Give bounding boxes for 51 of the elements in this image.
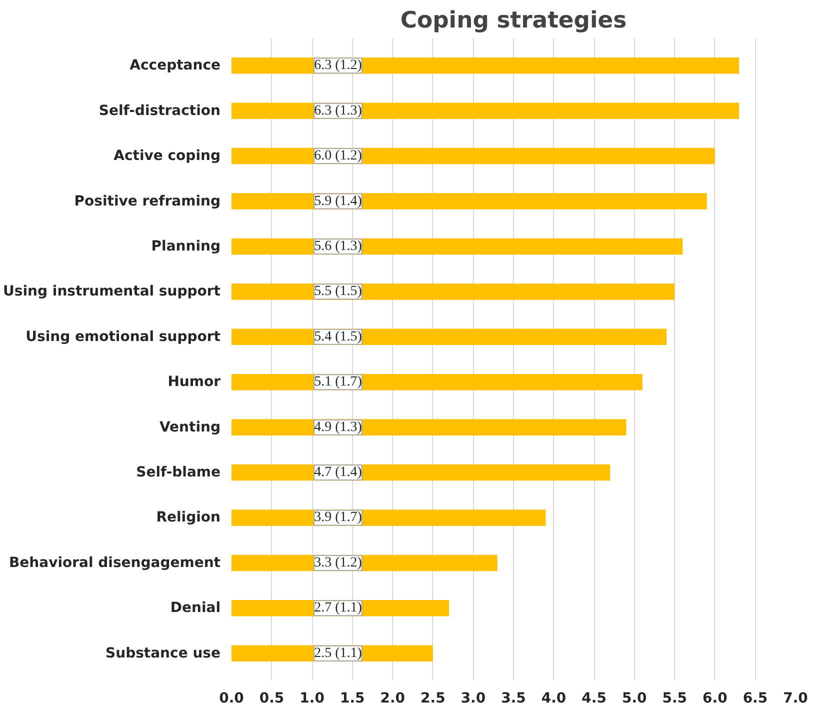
x-tick-label: 6.0 <box>702 690 728 706</box>
y-tick-label: Religion <box>156 510 221 526</box>
y-tick-label: Acceptance <box>130 58 221 74</box>
y-tick-label: Self-distraction <box>98 102 221 119</box>
y-tick-label: Denial <box>170 600 221 616</box>
y-tick-label: Using emotional support <box>26 328 221 345</box>
x-tick-label: 1.5 <box>340 690 365 706</box>
y-tick-label: Behavioral disengagement <box>9 554 221 571</box>
data-label: 5.6 (1.3) <box>314 238 362 254</box>
data-label: 2.7 (1.1) <box>314 600 362 616</box>
y-tick-label: Humor <box>168 374 221 390</box>
x-tick-label: 0.0 <box>219 690 244 706</box>
y-tick-label: Self-blame <box>136 464 221 481</box>
data-label: 6.3 (1.2) <box>314 58 362 74</box>
x-tick-label: 2.5 <box>420 690 446 706</box>
data-label: 6.3 (1.3) <box>314 103 362 118</box>
data-label: 5.5 (1.5) <box>314 284 362 300</box>
data-label: 4.9 (1.3) <box>314 420 362 435</box>
x-tick-label: 7.0 <box>783 690 808 706</box>
x-tick-label: 4.0 <box>541 690 566 706</box>
data-label: 5.1 (1.7) <box>314 374 362 390</box>
bar <box>232 193 707 210</box>
bar <box>232 57 740 74</box>
chart-title: Coping strategies <box>400 8 627 34</box>
bar <box>232 102 740 119</box>
data-label: 6.0 (1.2) <box>314 148 362 164</box>
y-tick-label: Positive reframing <box>74 193 221 210</box>
data-label: 3.3 (1.2) <box>314 555 362 570</box>
data-label: 5.9 (1.4) <box>314 194 362 209</box>
x-tick-label: 6.5 <box>742 690 768 706</box>
y-tick-label: Venting <box>159 419 221 436</box>
y-tick-label: Active coping <box>114 148 221 164</box>
data-label: 2.5 (1.1) <box>314 646 362 661</box>
bar <box>232 148 715 164</box>
x-tick-label: 2.0 <box>380 690 406 706</box>
data-label: 3.9 (1.7) <box>314 510 362 526</box>
y-tick-label: Planning <box>151 238 221 254</box>
bar <box>232 284 675 300</box>
y-tick-label: Using instrumental support <box>3 284 221 300</box>
data-label: 4.7 (1.4) <box>314 465 362 480</box>
x-tick-label: 1.0 <box>300 690 325 706</box>
x-tick-label: 5.5 <box>662 690 688 706</box>
data-label: 5.4 (1.5) <box>314 329 362 344</box>
x-tick-label: 0.5 <box>259 690 284 706</box>
bar <box>232 328 667 346</box>
x-tick-label: 3.0 <box>460 690 486 706</box>
bar <box>232 419 626 436</box>
y-tick-label: Substance use <box>106 645 221 662</box>
x-tick-label: 3.5 <box>501 690 526 706</box>
x-tick-label: 5.0 <box>622 690 648 706</box>
x-tick-label: 4.5 <box>582 690 606 706</box>
